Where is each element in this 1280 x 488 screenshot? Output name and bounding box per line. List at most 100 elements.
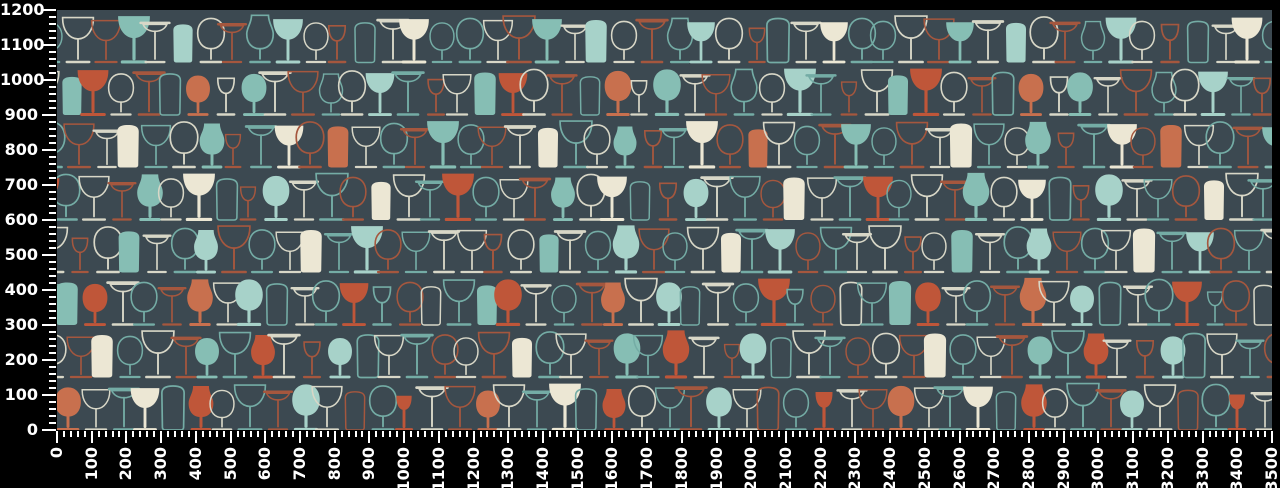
glass-tulip [962, 172, 990, 222]
glass-coupe [1226, 77, 1256, 116]
glass-goblet [604, 70, 632, 117]
glass-goblet [1120, 390, 1144, 430]
x-tick-label: 1900 [706, 447, 726, 488]
glass-coupe [974, 233, 1006, 274]
x-tick-minor [757, 431, 760, 437]
glass-wine [729, 175, 761, 221]
x-tick-minor [618, 431, 621, 437]
x-tick-major [958, 431, 961, 443]
glass-goblet [195, 337, 219, 379]
x-tick-major [472, 431, 475, 443]
glass-tulip [187, 279, 213, 327]
glass-goblet [130, 281, 158, 326]
glass-goblet [457, 124, 485, 169]
y-tick-major [42, 429, 56, 431]
glass-wine [315, 172, 349, 221]
glass-swine [302, 341, 322, 379]
x-tick-minor [1180, 431, 1183, 437]
y-tick-label: 700 [4, 175, 38, 194]
glass-goblet [368, 385, 398, 430]
glass-coupe [1247, 179, 1272, 221]
glass-wine [141, 330, 175, 379]
glass-goblet [494, 279, 522, 327]
glass-wine [351, 126, 381, 169]
x-tick-minor [604, 431, 607, 437]
x-tick-minor [174, 431, 177, 437]
x-tick-label: 1300 [498, 447, 518, 488]
glass-tumbler [1186, 20, 1210, 64]
x-tick-major [1166, 431, 1169, 443]
x-tick-label: 2200 [810, 447, 830, 488]
x-tick-minor [271, 431, 274, 437]
glass-tumbler [91, 334, 113, 378]
glass-coupe [1232, 126, 1264, 169]
glass-coupe [584, 339, 614, 379]
x-tick-minor [729, 431, 732, 437]
x-tick-major [785, 431, 787, 443]
glass-tumbler [1132, 228, 1156, 273]
glass-wine [233, 384, 267, 430]
x-tick-major [819, 431, 822, 443]
glass-wine [860, 69, 894, 116]
glass-tumbler [1005, 22, 1027, 63]
x-tick-major [229, 431, 232, 443]
glass-coupe [1250, 392, 1272, 430]
glass-coupe [415, 386, 449, 430]
glass-tulip [612, 225, 640, 274]
glass-goblet [782, 388, 810, 430]
glass-coupe [1093, 77, 1123, 116]
glass-tumbler [770, 337, 792, 379]
glass-wine [819, 226, 853, 274]
x-tick-minor [389, 431, 392, 437]
x-tick-minor [632, 431, 635, 437]
glass-wine [492, 384, 526, 430]
glass-swine [1160, 23, 1180, 64]
y-tick-label: 300 [4, 315, 38, 334]
y-tick-label: 1100 [0, 35, 45, 54]
x-tick-minor [805, 431, 808, 437]
x-tick-minor [771, 431, 774, 437]
x-tick-minor [1055, 431, 1058, 437]
glass-wine [1225, 172, 1259, 221]
x-tick-label: 2300 [845, 447, 865, 488]
x-tick-minor [868, 431, 871, 437]
glass-wine [1119, 69, 1153, 116]
glass-coupe [391, 71, 425, 116]
glass-coupe [170, 336, 202, 379]
x-tick-minor [840, 431, 843, 437]
glass-wine [399, 19, 429, 64]
x-tick-minor [528, 431, 531, 437]
glass-tulip [194, 230, 218, 274]
y-tick-major [42, 219, 56, 221]
x-tick-minor [833, 431, 836, 437]
y-tick-major [42, 149, 56, 151]
y-tick-label: 200 [4, 350, 38, 369]
glass-swine [723, 343, 741, 379]
glass-coupe [635, 18, 669, 64]
x-tick-label: 2100 [776, 447, 795, 488]
glass-goblet [476, 390, 500, 430]
x-tick-minor [493, 431, 496, 437]
x-tick-minor [639, 431, 642, 437]
x-tick-minor [451, 431, 454, 437]
y-tick-minor [49, 37, 56, 39]
glass-wine [401, 231, 431, 274]
glass-tulip [199, 123, 225, 169]
y-tick-minor [49, 310, 56, 312]
glass-coupe [399, 128, 431, 169]
glass-wine [858, 388, 888, 430]
glass-coupe [267, 333, 301, 379]
glass-goblet [1206, 227, 1236, 274]
glass-wine [365, 73, 395, 116]
y-tick-label: 1200 [0, 0, 45, 19]
y-tick-minor [49, 247, 56, 249]
glass-goblet [706, 387, 732, 430]
y-tick-minor [49, 282, 56, 284]
glass-wine [687, 22, 715, 64]
x-tick-minor [104, 431, 107, 437]
x-tick-major [889, 431, 892, 443]
y-tick-minor [49, 422, 56, 424]
x-tick-minor [1222, 431, 1225, 437]
glass-goblet [990, 176, 1018, 221]
x-tick-minor [118, 431, 121, 437]
